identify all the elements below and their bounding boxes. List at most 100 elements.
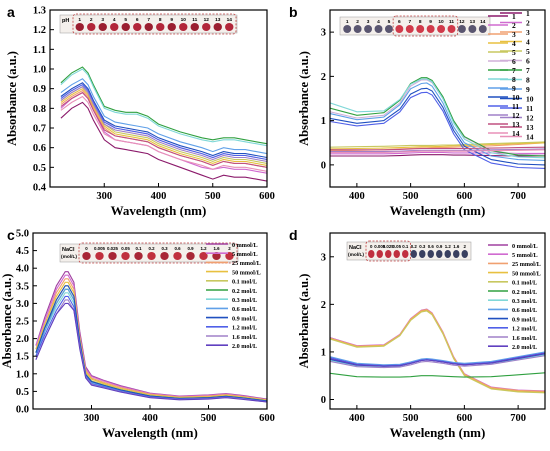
legend-label: 0.1 mol/L xyxy=(512,280,537,287)
inset-item-label: 2 xyxy=(90,17,93,23)
inset-vial xyxy=(444,250,451,258)
legend-label: 6 xyxy=(526,56,530,65)
series-group xyxy=(330,77,545,169)
inset-vial xyxy=(110,23,119,31)
inset-vial xyxy=(98,23,107,31)
inset-vial xyxy=(144,23,153,31)
legend-label: 13 xyxy=(526,123,534,132)
inset-item-label: 0.1 xyxy=(402,244,409,249)
inset-vial xyxy=(427,250,434,258)
inset-item-label: 0.005 xyxy=(374,244,386,249)
inset-highlight xyxy=(365,240,411,262)
legend-label: 10 xyxy=(526,94,534,103)
y-tick-label: 3.0 xyxy=(16,299,29,310)
inset-item-label: 14 xyxy=(480,19,486,25)
x-axis-label: Wavelength (nm) xyxy=(390,425,486,440)
y-axis-label: Absorbance (a.u.) xyxy=(5,51,19,146)
inset-vial xyxy=(134,252,143,260)
inset-item-label: 0.025 xyxy=(383,244,395,249)
x-tick-label: 400 xyxy=(151,191,167,202)
inset-vial xyxy=(393,250,400,258)
series-line-4 xyxy=(60,88,267,166)
inset-vial xyxy=(468,25,477,33)
inset-vial xyxy=(147,252,156,260)
series-line-12 xyxy=(60,86,267,162)
inset-item-label: 0.3 xyxy=(419,244,426,249)
series-group xyxy=(35,271,267,403)
y-tick-label: 5.0 xyxy=(16,229,29,240)
series-line-11 xyxy=(330,355,545,369)
x-axis-label: Wavelength (nm) xyxy=(102,425,198,440)
x-tick-label: 500 xyxy=(403,191,419,202)
inset-vial xyxy=(190,23,199,31)
inset-item-label: 13 xyxy=(470,19,476,25)
series-line-9 xyxy=(60,78,267,155)
series-line-4 xyxy=(35,281,267,401)
inset-vial xyxy=(179,23,188,31)
legend-label: 5 mmol/L xyxy=(512,252,538,259)
inset-vial xyxy=(376,250,383,258)
inset-vial xyxy=(87,23,96,31)
legend-label: 50 mmol/L xyxy=(512,270,541,277)
inset-vial xyxy=(75,23,84,31)
y-tick-label: 2 xyxy=(321,300,326,311)
inset-vial xyxy=(416,25,425,33)
inset-vial xyxy=(167,23,176,31)
legend-label: 0 mmol/L xyxy=(512,243,538,250)
inset-vial xyxy=(395,25,404,33)
inset-label: NaCl xyxy=(349,245,362,251)
y-tick-label: 2.5 xyxy=(16,317,29,328)
legend: 0 mmol/L 5 mmol/L 25 mmol/L 50 mmol/L 0.1 mo… xyxy=(206,242,261,350)
inset-vial xyxy=(385,250,392,258)
y-tick-label: 0.0 xyxy=(16,405,29,416)
legend: 0 mmol/L 5 mmol/L 25 mmol/L 50 mmol/L 0.1 mo… xyxy=(488,243,541,351)
legend-label: 0.3 mol/L xyxy=(232,297,257,304)
inset-item-label: 5 xyxy=(124,17,127,23)
series-line-9 xyxy=(330,82,545,161)
inset-vial xyxy=(121,252,130,260)
series-line-9 xyxy=(35,285,267,402)
inset-item-label: 0.05 xyxy=(392,244,401,249)
y-tick-label: 1.0 xyxy=(33,65,46,76)
legend-label: 7 xyxy=(526,66,530,75)
x-axis-label: Wavelength (nm) xyxy=(111,203,207,218)
inset-vial xyxy=(173,252,182,260)
x-tick-label: 400 xyxy=(349,191,365,202)
panel-letter: a xyxy=(7,4,15,20)
inset-item-label: 13 xyxy=(215,17,221,23)
panel-letter: c xyxy=(7,227,15,243)
series-line-7 xyxy=(60,66,267,145)
inset-vial xyxy=(419,250,426,258)
inset-item-label: 0.025 xyxy=(107,246,119,251)
series-line-11 xyxy=(60,84,267,161)
inset-vial xyxy=(364,25,373,33)
inset-item-label: 1.6 xyxy=(453,244,460,249)
series-line-14 xyxy=(60,95,267,172)
legend-label: 4 xyxy=(512,39,516,48)
inset-vial xyxy=(426,25,435,33)
x-tick-label: 300 xyxy=(84,413,100,424)
inset-item-label: 8 xyxy=(419,19,422,25)
inset-item-label: 9 xyxy=(429,19,432,25)
inset-item-label: 4 xyxy=(113,17,116,23)
inset-vial xyxy=(437,25,446,33)
legend-label: 2.0 mol/L xyxy=(512,344,537,351)
inset-item-label: 0.9 xyxy=(436,244,443,249)
legend-label: 9 xyxy=(526,85,530,94)
inset-vial xyxy=(95,252,104,260)
inset-item-label: 4 xyxy=(377,19,380,25)
legend-label: 14 xyxy=(526,132,534,141)
inset-vial xyxy=(82,252,91,260)
x-tick-label: 500 xyxy=(403,413,419,424)
y-tick-label: 0 xyxy=(321,160,326,171)
x-tick-label: 600 xyxy=(259,191,275,202)
inset-item-label: 0.005 xyxy=(94,246,106,251)
legend-label: 8 xyxy=(526,75,530,84)
panel-a: a 300 400 500 600 0.4 0.5 0.6 0.7 0.8 0.9 1.0 1.1 1.2… xyxy=(5,4,534,218)
inset-item-label: 10 xyxy=(181,17,187,23)
series-line-2 xyxy=(330,151,545,155)
x-tick-label: 400 xyxy=(142,413,158,424)
legend-label: 0.3 mol/L xyxy=(512,298,537,305)
